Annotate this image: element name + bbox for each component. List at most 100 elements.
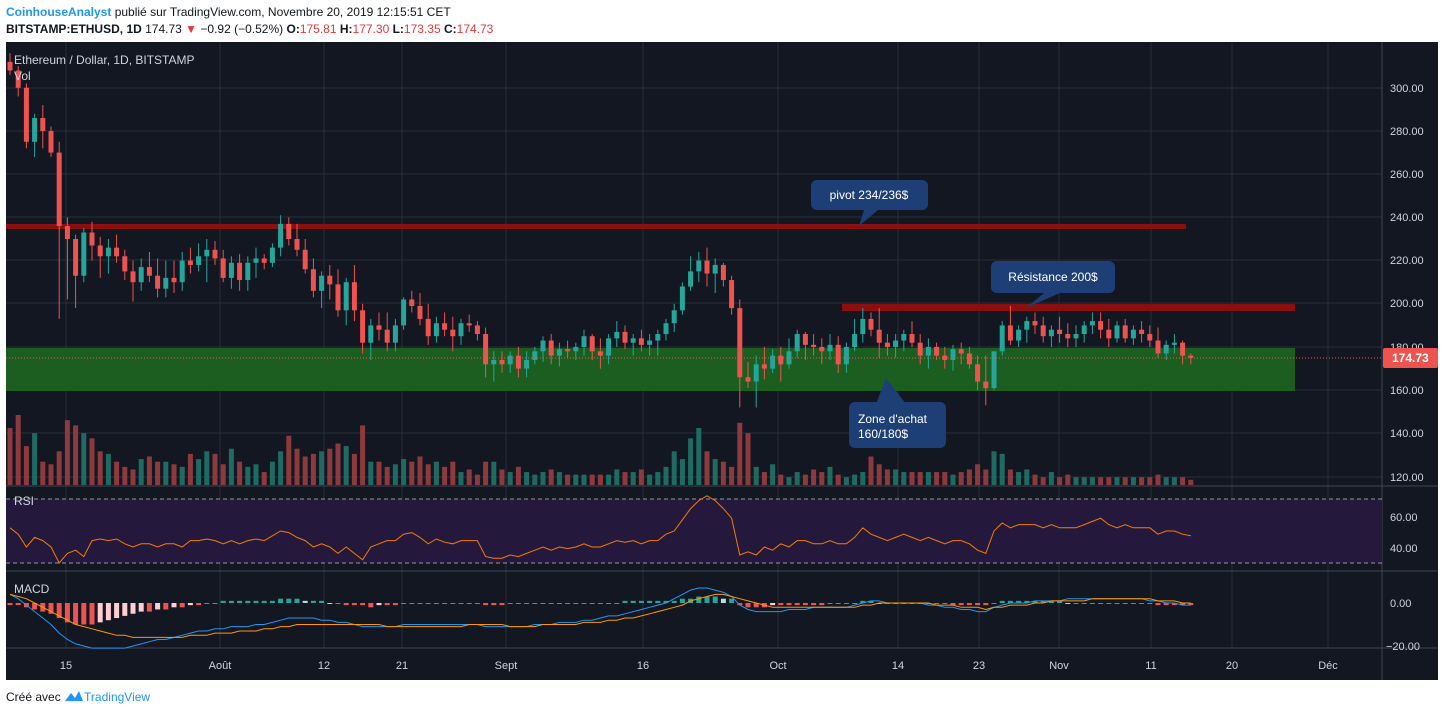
last-price-tag-label: 174.73 xyxy=(1392,351,1429,365)
candle xyxy=(761,347,767,380)
candle-body xyxy=(1016,329,1022,341)
candle xyxy=(1098,312,1104,339)
macd-histogram-bar xyxy=(712,596,718,603)
candle-body xyxy=(556,349,562,356)
pivot-annotation-text: pivot 234/236$ xyxy=(830,188,909,202)
candle xyxy=(146,251,152,283)
candle-body xyxy=(253,258,259,263)
x-tick-label: Oct xyxy=(769,660,786,672)
candle xyxy=(1114,321,1120,343)
candle-body xyxy=(515,355,521,369)
candle xyxy=(105,239,111,274)
candle-body xyxy=(23,87,29,142)
candle xyxy=(1081,321,1087,343)
macd-histogram-bar xyxy=(483,603,489,606)
candle xyxy=(614,321,620,347)
volume-bar xyxy=(1081,477,1087,485)
candle xyxy=(1155,327,1161,358)
macd-histogram-bar xyxy=(802,603,808,606)
volume-bar xyxy=(884,469,890,485)
macd-histogram-bar xyxy=(1089,603,1095,604)
volume-bar xyxy=(1180,477,1186,485)
candle-body xyxy=(688,271,694,287)
candle xyxy=(15,66,21,97)
tradingview-link[interactable]: TradingView xyxy=(84,690,151,704)
macd-histogram-bar xyxy=(638,600,644,603)
candle-body xyxy=(491,359,497,365)
y-tick-label: 200.00 xyxy=(1390,298,1424,310)
volume-bar xyxy=(1155,474,1161,485)
candle xyxy=(917,334,923,365)
volume-bar xyxy=(343,446,349,485)
candle-body xyxy=(1073,334,1079,339)
candle-body xyxy=(32,118,38,142)
macd-histogram-bar xyxy=(89,603,95,625)
buy-zone-annotation[interactable]: Zone d'achat 160/180$ xyxy=(849,378,946,448)
macd-histogram-bar xyxy=(794,603,800,606)
macd-histogram-bar xyxy=(114,603,120,619)
macd-histogram-bar xyxy=(934,603,940,604)
pivot-annotation[interactable]: pivot 234/236$ xyxy=(811,180,928,226)
candle-body xyxy=(1089,321,1095,326)
x-tick-label: 12 xyxy=(318,660,330,672)
resistance-annotation[interactable]: Résistance 200$ xyxy=(991,261,1115,308)
volume-bar xyxy=(1163,477,1169,485)
candle xyxy=(794,329,800,358)
macd-histogram-bar xyxy=(835,603,841,604)
footer-text: Créé avec xyxy=(6,690,61,704)
y-tick-label: 240.00 xyxy=(1390,212,1424,224)
candle-body xyxy=(368,325,374,343)
candle xyxy=(466,314,472,332)
candle xyxy=(737,299,743,408)
candle-body xyxy=(704,260,710,274)
macd-title: MACD xyxy=(14,582,50,596)
candle-body xyxy=(1155,340,1161,354)
macd-histogram-bar xyxy=(212,603,218,604)
candle xyxy=(589,334,595,360)
volume-bar xyxy=(811,469,817,485)
volume-bar xyxy=(81,433,87,485)
candle-body xyxy=(655,334,661,341)
time-axis[interactable]: 15 Août 12 21 Sept 16 Oct 14 23 Nov 11 2… xyxy=(60,660,1338,672)
x-tick-label: 14 xyxy=(892,660,904,672)
macd-histogram-bar xyxy=(491,603,497,606)
macd-histogram-bar xyxy=(966,603,972,606)
author-name[interactable]: CoinhouseAnalyst xyxy=(6,5,112,19)
candle xyxy=(909,321,915,347)
volume-bar xyxy=(893,469,899,485)
volume-bar xyxy=(573,474,579,485)
x-tick-label: 20 xyxy=(1226,660,1238,672)
candle xyxy=(278,215,284,257)
macd-histogram-bar xyxy=(827,603,833,604)
macd-histogram-bar xyxy=(860,600,866,603)
candle-body xyxy=(737,308,743,378)
volume-bar xyxy=(688,438,694,485)
candle xyxy=(171,260,177,293)
candle-body xyxy=(450,329,456,337)
candle xyxy=(237,254,243,291)
candle xyxy=(1057,316,1063,343)
tradingview-logo-icon xyxy=(65,691,84,701)
volume-bar xyxy=(712,459,718,485)
x-tick-label: 11 xyxy=(1145,660,1156,672)
macd-histogram-bar xyxy=(179,603,185,608)
candle xyxy=(187,247,193,274)
ethusd-chart[interactable]: Ethereum / Dollar, 1D, BITSTAMP Vol RSI … xyxy=(6,42,1438,680)
volume-bar xyxy=(212,453,218,485)
candle-body xyxy=(442,323,448,330)
candle-body xyxy=(64,226,70,239)
macd-histogram-bar xyxy=(745,603,751,608)
candle-body xyxy=(696,260,702,272)
candle-body xyxy=(73,239,79,276)
candle xyxy=(376,312,382,341)
candle xyxy=(368,318,374,360)
volume-bar xyxy=(228,448,234,485)
candle-body xyxy=(565,349,571,352)
volume-bar xyxy=(737,422,743,485)
candle xyxy=(409,290,415,313)
high-value: 177.30 xyxy=(352,22,390,36)
candle-body xyxy=(524,359,530,369)
candle xyxy=(712,258,718,293)
x-tick-label: Sept xyxy=(495,660,518,672)
candle-body xyxy=(589,336,595,352)
